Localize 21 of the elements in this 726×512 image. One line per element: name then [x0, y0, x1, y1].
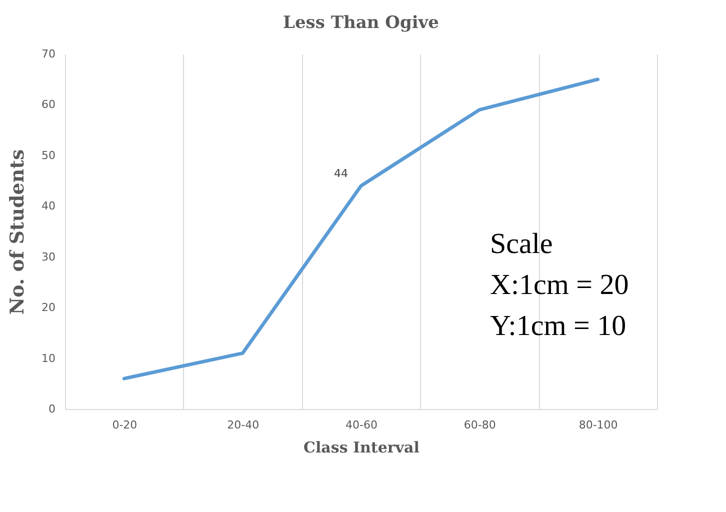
- annotation: Scale: [490, 228, 553, 260]
- annotation: Y:1cm = 10: [490, 310, 626, 342]
- chart-title: Less Than Ogive: [283, 13, 440, 33]
- y-tick-label: 70: [42, 48, 56, 60]
- x-tick-label: 60-80: [464, 418, 496, 432]
- y-tick-label: 30: [42, 250, 56, 264]
- x-tick-label: 40-60: [346, 418, 378, 432]
- y-tick-label: 40: [42, 200, 56, 213]
- x-tick-label: 80-100: [578, 418, 618, 432]
- y-tick-label: 60: [42, 98, 56, 112]
- y-tick-label: 50: [42, 148, 56, 162]
- y-tick-label: 0: [48, 402, 56, 416]
- y-tick-label: 10: [42, 352, 56, 365]
- y-tick-label: 20: [42, 301, 56, 314]
- annotation: X:1cm = 20: [490, 269, 629, 301]
- y-axis-title: No. of Students: [6, 149, 29, 315]
- data-label: 44: [334, 166, 348, 180]
- line-series: [122, 78, 600, 380]
- x-axis-title: Class Interval: [304, 438, 420, 456]
- x-tick-label: 0-20: [112, 418, 138, 432]
- x-tick-label: 20-40: [227, 418, 260, 432]
